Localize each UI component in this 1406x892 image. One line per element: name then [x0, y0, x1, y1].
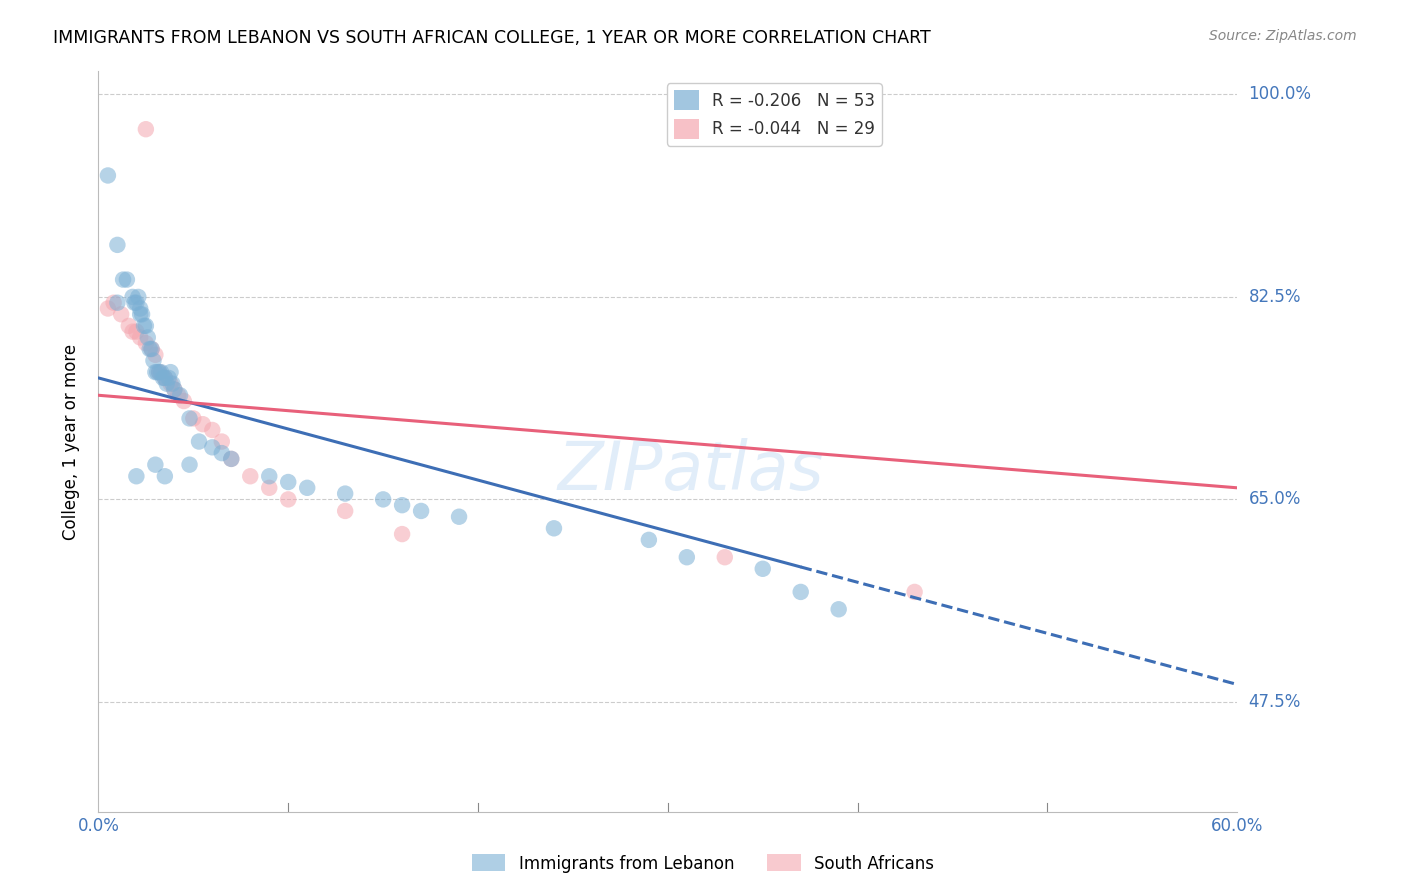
Point	[752, 562, 775, 576]
Text: 65.0%: 65.0%	[1249, 491, 1301, 508]
Point	[142, 353, 165, 368]
Point	[297, 481, 319, 495]
Point	[411, 504, 433, 518]
Point	[148, 365, 170, 379]
Point	[371, 492, 394, 507]
Point	[150, 365, 173, 379]
Point	[112, 272, 135, 286]
Point	[118, 318, 141, 333]
Point	[259, 481, 281, 495]
Point	[97, 169, 120, 183]
Point	[141, 342, 163, 356]
Point	[221, 451, 243, 466]
Point	[179, 411, 201, 425]
Point	[259, 469, 281, 483]
Text: ZIPatlas: ZIPatlas	[557, 438, 824, 504]
Text: Source: ZipAtlas.com: Source: ZipAtlas.com	[1209, 29, 1357, 43]
Point	[153, 371, 176, 385]
Point	[714, 550, 737, 565]
Point	[135, 318, 157, 333]
Point	[103, 295, 125, 310]
Point	[169, 388, 191, 402]
Point	[125, 469, 148, 483]
Point	[115, 272, 138, 286]
Point	[125, 325, 148, 339]
Point	[131, 307, 153, 321]
Point	[163, 383, 186, 397]
Point	[543, 521, 565, 535]
Point	[145, 365, 167, 379]
Point	[138, 342, 160, 356]
Point	[107, 238, 129, 252]
Point	[201, 440, 224, 454]
Point	[828, 602, 851, 616]
Point	[152, 371, 174, 385]
Point	[121, 290, 143, 304]
Point	[124, 295, 146, 310]
Point	[179, 458, 201, 472]
Point	[135, 122, 157, 136]
Point	[125, 295, 148, 310]
Point	[188, 434, 211, 449]
Point	[141, 342, 163, 356]
Point	[221, 451, 243, 466]
Point	[904, 585, 927, 599]
Point	[110, 307, 132, 321]
Point	[146, 365, 169, 379]
Text: 47.5%: 47.5%	[1249, 693, 1301, 711]
Point	[107, 295, 129, 310]
Point	[129, 301, 152, 316]
Point	[127, 290, 149, 304]
Text: 82.5%: 82.5%	[1249, 288, 1301, 306]
Point	[335, 504, 357, 518]
Point	[157, 371, 180, 385]
Point	[211, 434, 233, 449]
Point	[277, 492, 299, 507]
Point	[129, 330, 152, 344]
Point	[211, 446, 233, 460]
Point	[239, 469, 262, 483]
Point	[135, 336, 157, 351]
Point	[790, 585, 813, 599]
Point	[167, 388, 190, 402]
Point	[153, 371, 176, 385]
Point	[132, 318, 155, 333]
Point	[129, 307, 152, 321]
Point	[391, 498, 413, 512]
Text: 100.0%: 100.0%	[1249, 86, 1312, 103]
Point	[159, 365, 181, 379]
Point	[335, 486, 357, 500]
Point	[148, 365, 170, 379]
Point	[145, 458, 167, 472]
Point	[201, 423, 224, 437]
Y-axis label: College, 1 year or more: College, 1 year or more	[62, 343, 80, 540]
Point	[183, 411, 205, 425]
Point	[153, 469, 176, 483]
Point	[121, 325, 143, 339]
Legend: Immigrants from Lebanon, South Africans: Immigrants from Lebanon, South Africans	[465, 847, 941, 880]
Legend: R = -0.206   N = 53, R = -0.044   N = 29: R = -0.206 N = 53, R = -0.044 N = 29	[666, 83, 882, 145]
Point	[173, 394, 195, 409]
Point	[136, 330, 159, 344]
Point	[163, 383, 186, 397]
Point	[638, 533, 661, 547]
Point	[191, 417, 214, 432]
Point	[676, 550, 699, 565]
Text: IMMIGRANTS FROM LEBANON VS SOUTH AFRICAN COLLEGE, 1 YEAR OR MORE CORRELATION CHA: IMMIGRANTS FROM LEBANON VS SOUTH AFRICAN…	[53, 29, 931, 46]
Point	[156, 376, 179, 391]
Point	[449, 509, 471, 524]
Point	[277, 475, 299, 489]
Point	[162, 376, 184, 391]
Point	[145, 348, 167, 362]
Point	[159, 376, 181, 391]
Point	[97, 301, 120, 316]
Point	[391, 527, 413, 541]
